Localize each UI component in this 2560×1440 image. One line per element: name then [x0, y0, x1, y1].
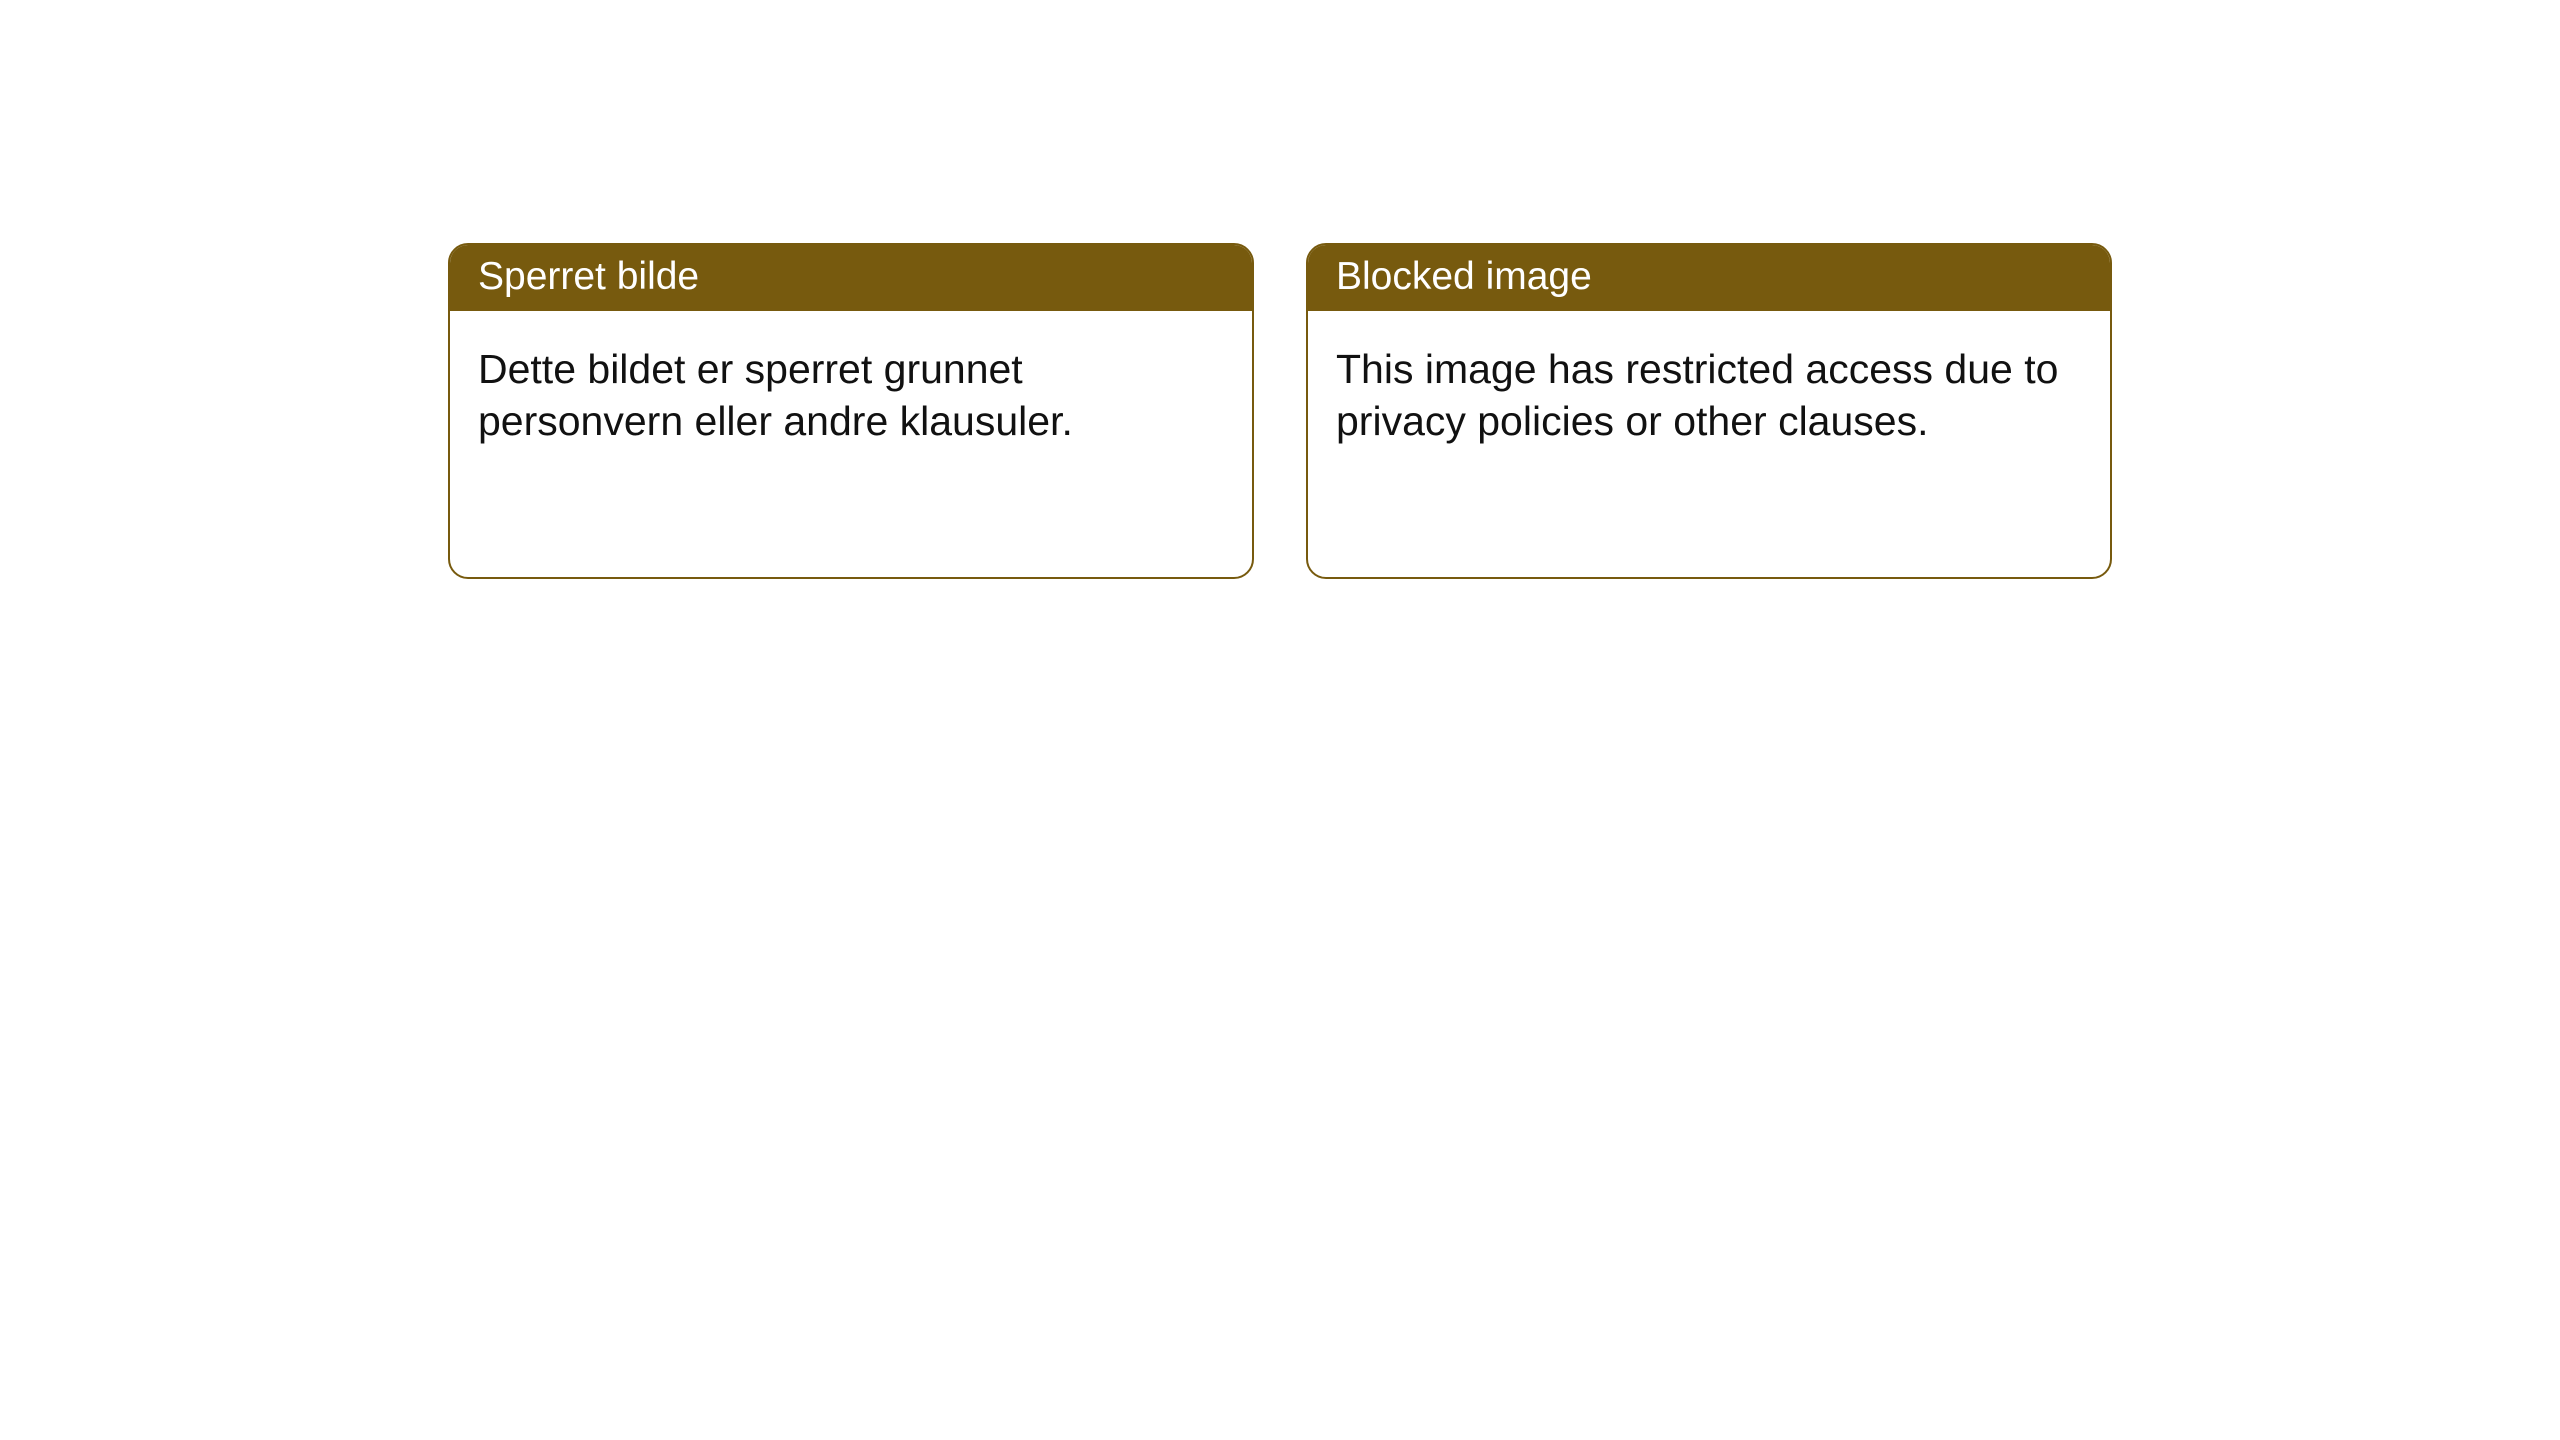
notice-body-en: This image has restricted access due to … — [1308, 311, 2110, 480]
notice-card-en: Blocked image This image has restricted … — [1306, 243, 2112, 579]
notice-body-no: Dette bildet er sperret grunnet personve… — [450, 311, 1252, 480]
notice-container: Sperret bilde Dette bildet er sperret gr… — [0, 0, 2560, 579]
notice-title-no: Sperret bilde — [450, 245, 1252, 311]
notice-card-no: Sperret bilde Dette bildet er sperret gr… — [448, 243, 1254, 579]
notice-title-en: Blocked image — [1308, 245, 2110, 311]
